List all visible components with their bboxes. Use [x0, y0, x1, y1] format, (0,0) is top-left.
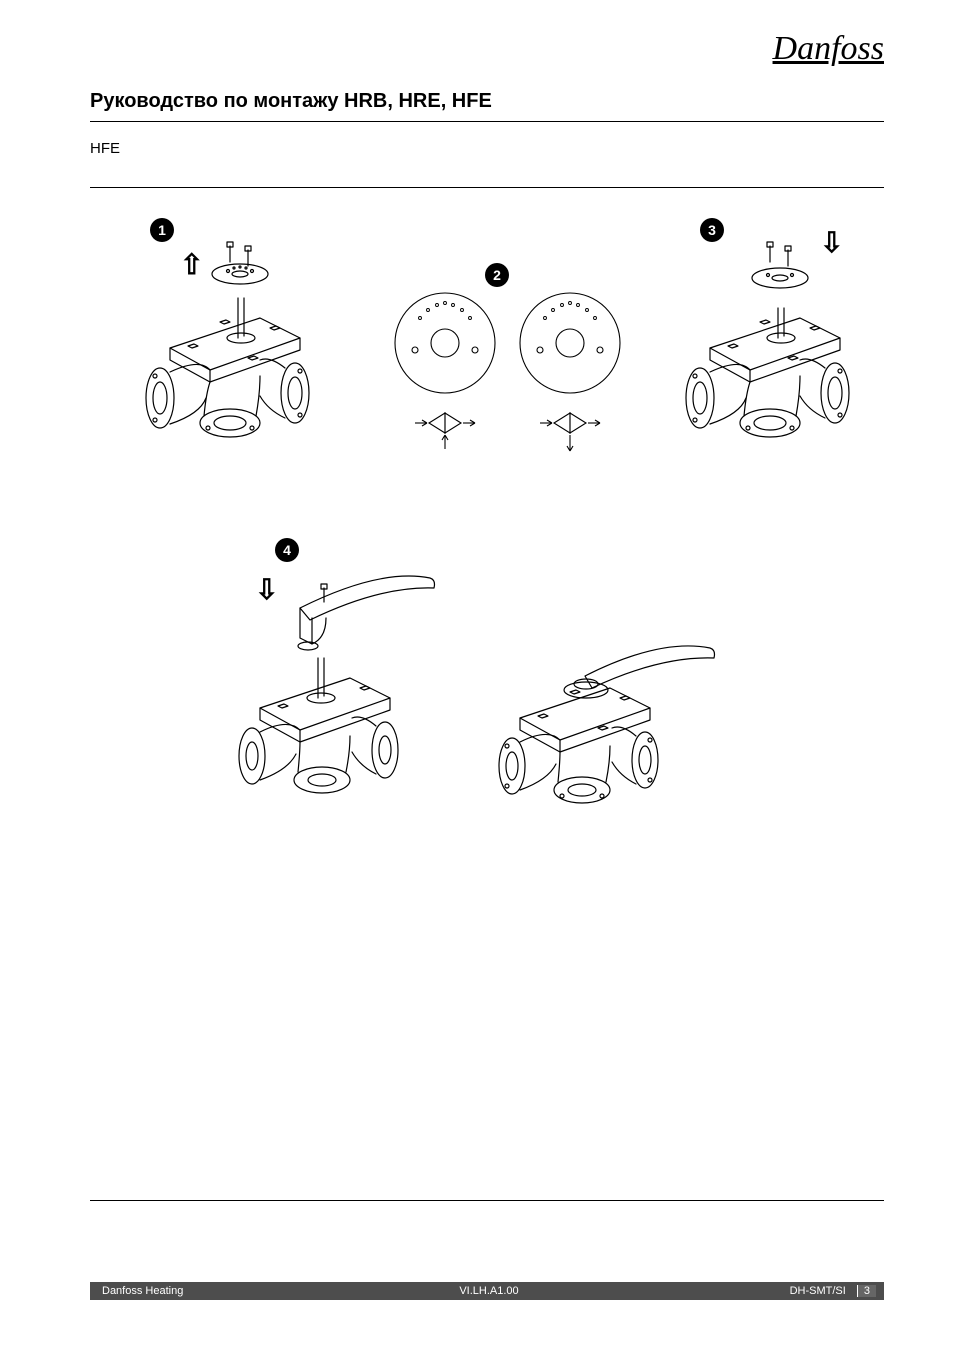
footer-center: VI.LH.A1.00 — [360, 1285, 618, 1297]
diagram-step4-assembled — [490, 618, 730, 828]
footer-left: Danfoss Heating — [90, 1285, 360, 1297]
diagram-step1-valve — [110, 238, 330, 468]
diagram-step2-plates — [380, 288, 640, 468]
diagram-step3-valve — [650, 238, 870, 468]
step-marker-2: 2 — [485, 263, 509, 287]
page-title: Руководство по монтажу HRB, HRE, HFE — [90, 90, 884, 113]
footer-page-number: 3 — [857, 1285, 876, 1297]
section-label: HFE — [90, 140, 884, 157]
title-block: Руководство по монтажу HRB, HRE, HFE — [90, 90, 884, 122]
footer-right: DH-SMT/SI 3 — [618, 1285, 884, 1297]
section-rule — [90, 187, 884, 188]
footer-rule — [90, 1200, 884, 1201]
brand-logo: Danfoss — [773, 30, 884, 68]
footer-bar: Danfoss Heating VI.LH.A1.00 DH-SMT/SI 3 — [90, 1282, 884, 1300]
title-rule — [90, 121, 884, 122]
figures-area: 1 ⇧ — [90, 198, 884, 918]
footer-right-text: DH-SMT/SI — [790, 1285, 846, 1297]
diagram-step4-handle — [230, 558, 470, 818]
